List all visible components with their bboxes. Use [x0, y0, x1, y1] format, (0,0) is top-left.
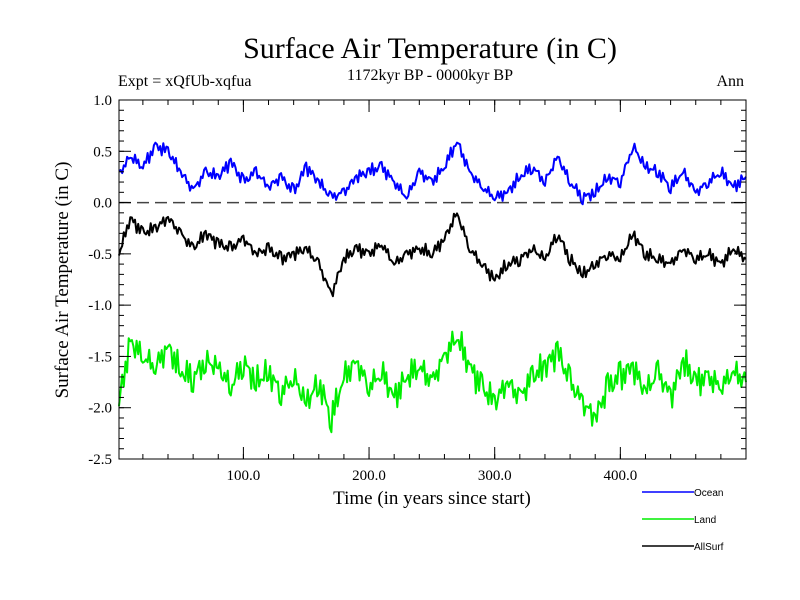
chart-title: Surface Air Temperature (in C) [243, 32, 617, 65]
legend: Ocean Land AllSurf [642, 488, 724, 553]
x-tick-label: 200.0 [352, 468, 386, 484]
season-label: Ann [716, 73, 744, 90]
series-line-allsurf [118, 212, 747, 298]
legend-label-land: Land [694, 515, 716, 526]
chart-subtitle: 1172kyr BP - 0000kyr BP [347, 67, 513, 84]
x-tick-label: 100.0 [227, 468, 261, 484]
y-tick-labels: 1.0 0.5 0.0 -0.5 -1.0 -1.5 -2.0 -2.5 [88, 93, 112, 468]
y-tick-label: -1.0 [88, 298, 112, 314]
x-tick-label: 400.0 [603, 468, 637, 484]
y-tick-label: -2.0 [88, 401, 112, 417]
y-axis-title: Surface Air Temperature (in C) [52, 162, 73, 399]
plot-lines [118, 141, 747, 434]
y-tick-label: 1.0 [93, 93, 112, 109]
y-tick-label: 0.5 [93, 144, 112, 160]
legend-label-allsurf: AllSurf [694, 542, 724, 553]
y-tick-label: -2.5 [88, 452, 112, 468]
x-tick-labels: 100.0 200.0 300.0 400.0 [227, 468, 638, 484]
series-line-ocean [118, 141, 747, 206]
y-tick-label: -0.5 [88, 247, 112, 263]
expt-label: Expt = xQfUb-xqfua [118, 73, 251, 90]
y-tick-label: -1.5 [88, 349, 112, 365]
legend-label-ocean: Ocean [694, 488, 723, 499]
y-tick-label: 0.0 [93, 196, 112, 212]
axes [118, 99, 747, 460]
plot-frame [118, 99, 747, 460]
x-tick-label: 300.0 [478, 468, 512, 484]
series-line-land [118, 330, 747, 434]
x-axis-title: Time (in years since start) [333, 488, 531, 509]
